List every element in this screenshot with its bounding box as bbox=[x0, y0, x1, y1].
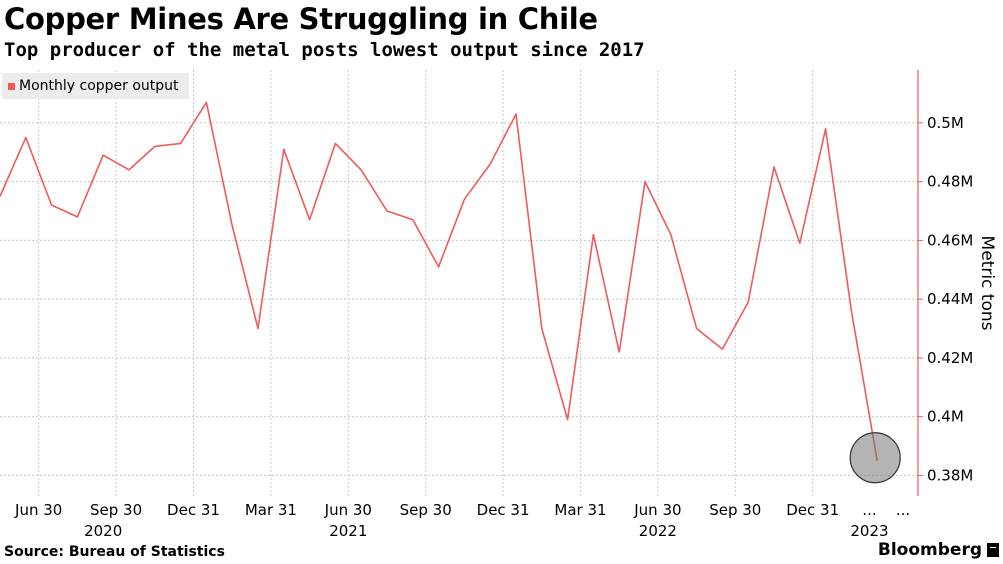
gridlines bbox=[0, 70, 918, 496]
x-tick-label: Jun 30 bbox=[324, 501, 372, 519]
x-tick-label: Jun 30 bbox=[633, 501, 681, 519]
x-tick-label: Sep 30 bbox=[90, 501, 142, 519]
x-year-label: 2021 bbox=[329, 522, 367, 540]
chart-title: Copper Mines Are Struggling in Chile bbox=[4, 2, 598, 36]
x-tick-label: Dec 31 bbox=[167, 501, 220, 519]
y-axis-title: Metric tons bbox=[977, 236, 997, 331]
y-tick-label: 0.46M bbox=[927, 231, 973, 249]
brand-name: Bloomberg bbox=[877, 540, 982, 560]
x-tick-label: Jun 30 bbox=[14, 501, 62, 519]
tick-labels: 0.38M 0.4M 0.42M 0.44M 0.46M 0.48M 0.5M Jun 30 S… bbox=[14, 114, 997, 540]
x-year-label: 2023 bbox=[850, 522, 888, 540]
y-tick-label: 0.5M bbox=[927, 114, 964, 132]
x-year-label: 2022 bbox=[639, 522, 677, 540]
x-tick-label: Dec 31 bbox=[477, 501, 530, 519]
x-tick-label: Mar 31 bbox=[554, 501, 606, 519]
x-tick-label: Sep 30 bbox=[400, 501, 452, 519]
legend-swatch bbox=[8, 82, 15, 90]
bloomberg-icon bbox=[987, 543, 999, 557]
x-tick-label: Mar 31 bbox=[245, 501, 297, 519]
x-tick-label: ... bbox=[862, 501, 876, 519]
y-tick-label: 0.4M bbox=[927, 408, 964, 426]
y-tick-label: 0.48M bbox=[927, 173, 973, 191]
chart-subtitle: Top producer of the metal posts lowest o… bbox=[4, 39, 645, 61]
series-line-monthly-copper-output bbox=[0, 101, 878, 461]
axes bbox=[917, 70, 923, 496]
brand-logo: Bloomberg bbox=[878, 540, 999, 560]
y-tick-label: 0.44M bbox=[927, 290, 973, 308]
legend-label: Monthly copper output bbox=[19, 78, 179, 94]
x-year-label: 2020 bbox=[84, 522, 122, 540]
source-note: Source: Bureau of Statistics bbox=[4, 544, 225, 560]
legend: Monthly copper output bbox=[2, 73, 189, 99]
x-tick-label: Sep 30 bbox=[709, 501, 761, 519]
x-tick-label: Dec 31 bbox=[786, 501, 839, 519]
y-tick-label: 0.42M bbox=[927, 349, 973, 367]
x-tick-label: ... bbox=[896, 501, 910, 519]
series-layer bbox=[0, 101, 901, 484]
y-tick-label: 0.38M bbox=[927, 466, 973, 484]
latest-point-highlight bbox=[849, 432, 901, 484]
